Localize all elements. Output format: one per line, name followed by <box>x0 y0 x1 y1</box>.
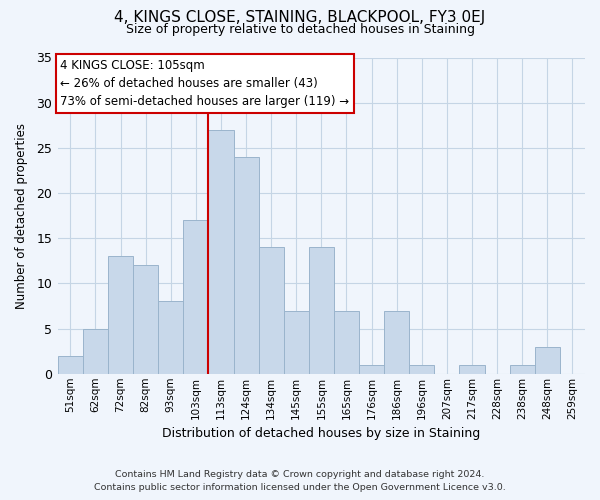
Text: Size of property relative to detached houses in Staining: Size of property relative to detached ho… <box>125 22 475 36</box>
Bar <box>58 356 83 374</box>
Text: 4, KINGS CLOSE, STAINING, BLACKPOOL, FY3 0EJ: 4, KINGS CLOSE, STAINING, BLACKPOOL, FY3… <box>115 10 485 25</box>
X-axis label: Distribution of detached houses by size in Staining: Distribution of detached houses by size … <box>162 427 481 440</box>
Bar <box>133 266 158 374</box>
Bar <box>409 364 434 374</box>
Bar <box>460 364 485 374</box>
Bar <box>359 364 384 374</box>
Y-axis label: Number of detached properties: Number of detached properties <box>15 122 28 308</box>
Bar <box>83 328 108 374</box>
Bar <box>334 310 359 374</box>
Bar <box>259 248 284 374</box>
Bar <box>535 346 560 374</box>
Bar <box>233 157 259 374</box>
Bar <box>158 302 183 374</box>
Bar <box>108 256 133 374</box>
Bar <box>183 220 208 374</box>
Bar <box>208 130 233 374</box>
Text: Contains HM Land Registry data © Crown copyright and database right 2024.
Contai: Contains HM Land Registry data © Crown c… <box>94 470 506 492</box>
Text: 4 KINGS CLOSE: 105sqm
← 26% of detached houses are smaller (43)
73% of semi-deta: 4 KINGS CLOSE: 105sqm ← 26% of detached … <box>61 59 350 108</box>
Bar <box>309 248 334 374</box>
Bar <box>509 364 535 374</box>
Bar <box>284 310 309 374</box>
Bar <box>384 310 409 374</box>
